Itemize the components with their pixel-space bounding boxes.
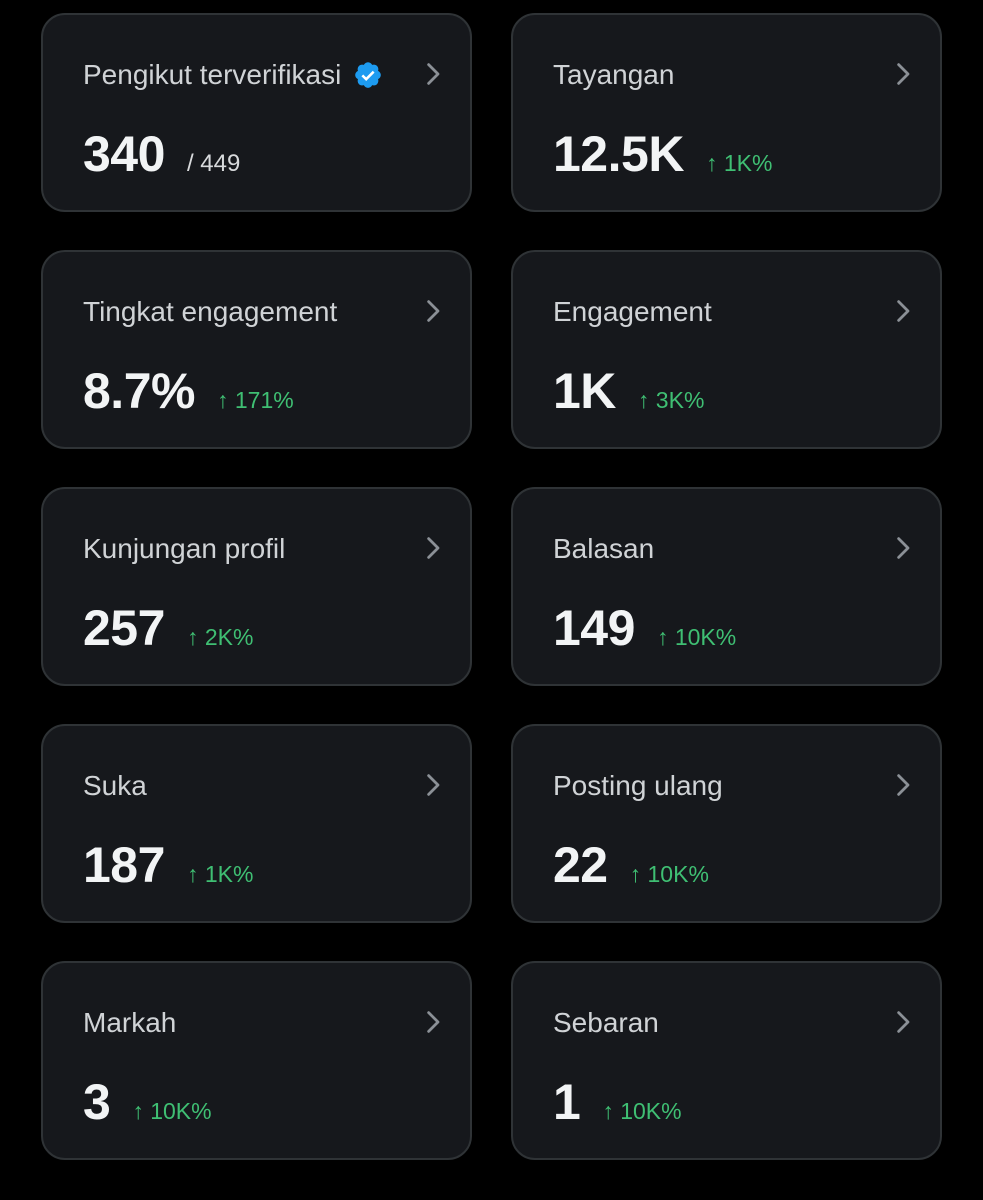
card-value-row: 12.5K ↑ 1K% — [553, 125, 772, 183]
card-title: Sebaran — [553, 1007, 659, 1039]
verified-badge-icon — [355, 62, 382, 88]
chevron-right-icon — [427, 63, 440, 85]
card-value: 22 — [553, 837, 608, 893]
card-value-row: 1K ↑ 3K% — [553, 362, 704, 420]
card-value: 8.7% — [83, 363, 195, 419]
card-delta: ↑ 1K% — [186, 861, 254, 887]
card-value: 12.5K — [553, 126, 684, 182]
chevron-right-icon — [897, 537, 910, 559]
card-value: 1K — [553, 363, 616, 419]
card-value: 187 — [83, 837, 165, 893]
card-value-row: 3 ↑ 10K% — [83, 1073, 212, 1131]
card-title-label: Tayangan — [553, 59, 675, 90]
card-delta: ↑ 171% — [216, 387, 294, 413]
card-tingkat-engagement[interactable]: Tingkat engagement 8.7% ↑ 171% — [41, 250, 472, 449]
card-title: Engagement — [553, 296, 712, 328]
card-value: 149 — [553, 600, 635, 656]
chevron-right-icon — [897, 300, 910, 322]
card-value-row: 22 ↑ 10K% — [553, 836, 709, 894]
card-title: Pengikut terverifikasi — [83, 59, 383, 91]
chevron-right-icon — [897, 1011, 910, 1033]
card-tayangan[interactable]: Tayangan 12.5K ↑ 1K% — [511, 13, 942, 212]
card-title: Posting ulang — [553, 770, 723, 802]
card-delta: ↑ 10K% — [629, 861, 709, 887]
card-title: Balasan — [553, 533, 654, 565]
chevron-right-icon — [427, 1011, 440, 1033]
card-title: Suka — [83, 770, 147, 802]
card-engagement[interactable]: Engagement 1K ↑ 3K% — [511, 250, 942, 449]
card-delta: ↑ 10K% — [132, 1098, 212, 1124]
card-title: Markah — [83, 1007, 176, 1039]
card-title: Tingkat engagement — [83, 296, 337, 328]
card-total: / 449 — [186, 150, 241, 177]
card-pengikut-terverifikasi[interactable]: Pengikut terverifikasi 340 / 449 — [41, 13, 472, 212]
card-value-row: 187 ↑ 1K% — [83, 836, 253, 894]
card-value: 257 — [83, 600, 165, 656]
card-kunjungan-profil[interactable]: Kunjungan profil 257 ↑ 2K% — [41, 487, 472, 686]
card-title: Kunjungan profil — [83, 533, 285, 565]
card-title-label: Suka — [83, 770, 147, 801]
card-delta: ↑ 1K% — [705, 150, 773, 176]
card-title-label: Markah — [83, 1007, 177, 1038]
card-value-row: 340 / 449 — [83, 125, 240, 183]
card-value-row: 149 ↑ 10K% — [553, 599, 736, 657]
card-title-label: Tingkat engagement — [83, 296, 338, 327]
chevron-right-icon — [427, 537, 440, 559]
chevron-right-icon — [427, 774, 440, 796]
card-title-label: Balasan — [553, 533, 655, 564]
card-title-label: Sebaran — [553, 1007, 659, 1038]
card-sebaran[interactable]: Sebaran 1 ↑ 10K% — [511, 961, 942, 1160]
analytics-grid: Pengikut terverifikasi 340 / 449 Tayanga… — [41, 13, 942, 1160]
card-value-row: 257 ↑ 2K% — [83, 599, 253, 657]
card-value-row: 8.7% ↑ 171% — [83, 362, 294, 420]
card-delta: ↑ 3K% — [637, 387, 705, 413]
chevron-right-icon — [897, 63, 910, 85]
card-posting-ulang[interactable]: Posting ulang 22 ↑ 10K% — [511, 724, 942, 923]
card-markah[interactable]: Markah 3 ↑ 10K% — [41, 961, 472, 1160]
card-suka[interactable]: Suka 187 ↑ 1K% — [41, 724, 472, 923]
card-delta: ↑ 10K% — [656, 624, 737, 650]
chevron-right-icon — [897, 774, 910, 796]
card-title-label: Pengikut terverifikasi — [83, 59, 342, 90]
card-balasan[interactable]: Balasan 149 ↑ 10K% — [511, 487, 942, 686]
chevron-right-icon — [427, 300, 440, 322]
card-value-row: 1 ↑ 10K% — [553, 1073, 682, 1131]
card-delta: ↑ 10K% — [602, 1098, 682, 1124]
card-title-label: Kunjungan profil — [83, 533, 286, 564]
card-value: 3 — [83, 1074, 111, 1130]
card-title-label: Engagement — [553, 296, 712, 327]
card-title-label: Posting ulang — [553, 770, 723, 801]
card-title: Tayangan — [553, 59, 674, 91]
card-value: 340 — [83, 126, 165, 182]
card-value: 1 — [553, 1074, 581, 1130]
card-delta: ↑ 2K% — [186, 624, 254, 650]
